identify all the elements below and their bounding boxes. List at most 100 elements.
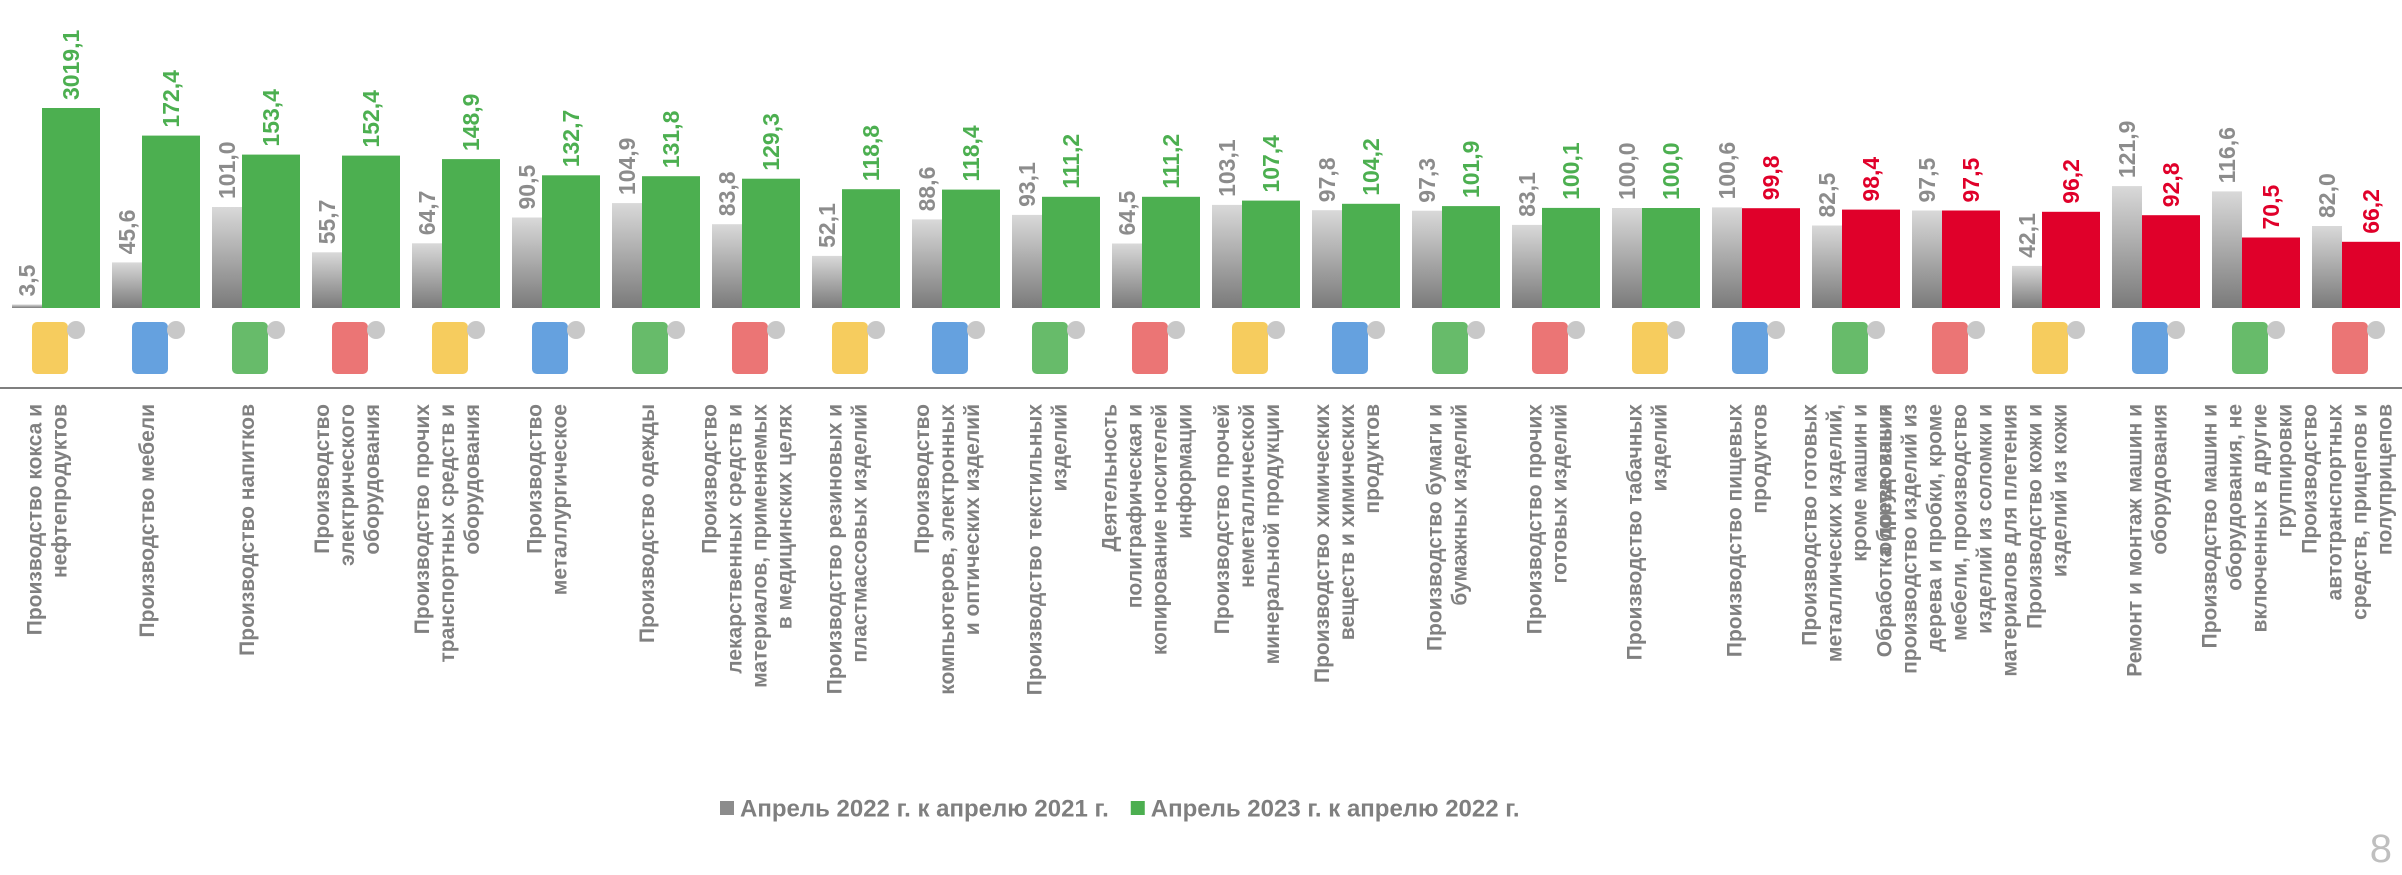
- icon: [1732, 322, 1768, 374]
- value-label: 107,4: [1258, 135, 1284, 193]
- bar: [1742, 208, 1800, 308]
- x-tick-label: Производствоавтотранспортныхсредств, при…: [2299, 404, 2397, 620]
- value-label: 42,1: [2014, 213, 2040, 258]
- x-tick-label: Производствометаллургическое: [524, 404, 572, 595]
- value-label: 121,9: [2114, 121, 2140, 179]
- bar: [2242, 237, 2300, 308]
- bar: [2312, 226, 2342, 308]
- bar: [542, 175, 600, 308]
- icon: [32, 322, 68, 374]
- value-label: 100,0: [1658, 142, 1684, 200]
- value-label: 99,8: [1758, 155, 1784, 200]
- icon-gear: [867, 321, 885, 339]
- bar: [1812, 225, 1842, 308]
- legend-swatch: [720, 801, 734, 815]
- icon-gear: [2167, 321, 2185, 339]
- value-label: 118,4: [958, 125, 984, 181]
- bar: [2042, 211, 2100, 308]
- legend-swatch: [1130, 801, 1145, 815]
- bar: [1142, 196, 1200, 308]
- bar: [1442, 206, 1500, 308]
- value-label: 153,4: [258, 89, 284, 147]
- bar: [1412, 210, 1442, 308]
- bar: [442, 159, 500, 308]
- value-label: 82,0: [2314, 173, 2340, 218]
- bar: [942, 189, 1000, 308]
- bar: [1712, 207, 1742, 308]
- x-tick-label: Ремонт и монтаж машин иоборудования: [2124, 404, 2172, 677]
- icon: [832, 322, 868, 374]
- value-label: 104,2: [1358, 138, 1384, 196]
- x-tick-label: Производство резиновых ипластмассовых из…: [824, 404, 872, 694]
- value-label: 90,5: [514, 165, 540, 210]
- bar: [842, 189, 900, 308]
- value-label: 82,5: [1814, 173, 1840, 218]
- bar: [42, 108, 100, 308]
- legend-label: Апрель 2023 г. к апрелю 2022 г.: [1151, 795, 1520, 822]
- icon: [932, 322, 968, 374]
- value-label: 97,3: [1414, 158, 1440, 203]
- value-label: 64,7: [414, 191, 440, 236]
- value-label: 97,5: [1914, 158, 1940, 203]
- bar: [1942, 210, 2000, 308]
- icon-gear: [1067, 321, 1085, 339]
- bar: [2142, 215, 2200, 308]
- icon-gear: [367, 321, 385, 339]
- icon-gear: [1667, 321, 1685, 339]
- bar: [612, 203, 642, 308]
- value-label: 97,8: [1314, 157, 1340, 202]
- icon-gear: [1267, 321, 1285, 339]
- icon-gear: [1167, 321, 1185, 339]
- x-tick-label: Обработка древесины ипроизводство издели…: [1874, 404, 2022, 677]
- icon: [1632, 322, 1668, 374]
- x-tick-label: Производствокомпьютеров, электронныхи оп…: [911, 404, 984, 695]
- bar: [912, 219, 942, 308]
- bar: [342, 155, 400, 308]
- value-label: 96,2: [2058, 159, 2084, 204]
- icon: [1432, 322, 1468, 374]
- bar: [2342, 241, 2400, 308]
- value-label: 103,1: [1214, 139, 1240, 197]
- icon-gear: [667, 321, 685, 339]
- bar: [1242, 200, 1300, 308]
- value-label: 88,6: [914, 167, 940, 212]
- bar: [2112, 186, 2142, 308]
- icon: [332, 322, 368, 374]
- bar: [1612, 208, 1642, 308]
- icon: [2332, 322, 2368, 374]
- icon: [132, 322, 168, 374]
- icon: [2132, 322, 2168, 374]
- value-label: 111,2: [1158, 134, 1184, 189]
- x-tick-label: Производство кожи иизделий из кожи: [2024, 404, 2072, 629]
- icon: [1832, 322, 1868, 374]
- x-tick-label: Производство пищевыхпродуктов: [1724, 404, 1772, 657]
- bar: [1542, 207, 1600, 308]
- value-label: 3,5: [14, 264, 40, 296]
- icon: [1232, 322, 1268, 374]
- value-label: 116,6: [2214, 127, 2240, 183]
- bar: [1342, 203, 1400, 308]
- bar: [12, 304, 42, 308]
- value-label: 101,9: [1458, 141, 1484, 199]
- x-tick-label: Производство бумаги ибумажных изделий: [1424, 404, 1472, 651]
- icon-gear: [2067, 321, 2085, 339]
- bar: [212, 207, 242, 308]
- bar: [242, 154, 300, 308]
- icon: [1032, 322, 1068, 374]
- value-label: 55,7: [314, 200, 340, 245]
- x-tick-label: Производство машин иоборудования, невклю…: [2199, 404, 2297, 648]
- value-label: 52,1: [814, 203, 840, 248]
- bar: [2012, 265, 2042, 308]
- value-label: 132,7: [558, 110, 584, 168]
- x-tick-label: Производство готовыхметаллических издели…: [1799, 404, 1897, 662]
- bar: [1912, 210, 1942, 308]
- x-tick-label: Производство напитков: [236, 404, 259, 656]
- icon: [2032, 322, 2068, 374]
- bar: [742, 178, 800, 308]
- icon: [1532, 322, 1568, 374]
- icon-gear: [67, 321, 85, 339]
- bar: [1112, 243, 1142, 308]
- icon-gear: [2367, 321, 2385, 339]
- value-label: 93,1: [1014, 162, 1040, 207]
